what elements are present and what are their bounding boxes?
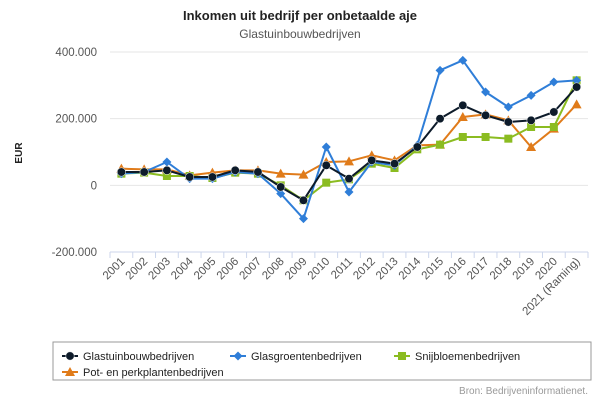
legend-marker [233,351,243,361]
x-tick-label: 2018 [488,256,515,283]
data-point [572,82,582,92]
x-tick-label: 2010 [306,256,333,283]
x-tick-label: 2002 [124,256,151,283]
data-point [458,55,468,65]
x-tick-label: 2012 [351,256,378,283]
data-point [321,160,331,170]
x-tick-label: 2014 [397,255,424,282]
x-tick-label: 2008 [260,256,287,283]
x-tick-label: 2005 [192,256,219,283]
data-point [344,187,354,197]
chart-subtitle: Glastuinbouwbedrijven [239,27,360,41]
data-point [139,167,149,177]
data-point [504,134,513,143]
x-tick-label: 2006 [215,256,242,283]
data-point [207,172,217,182]
x-tick-label: 2009 [283,256,310,283]
data-point [298,169,309,179]
data-point [298,214,308,224]
x-tick-label: 2004 [169,255,196,282]
x-tick-label: 2013 [374,256,401,283]
data-point [412,142,422,152]
x-tick-label: 2019 [511,256,538,283]
data-point [526,115,536,125]
data-point [458,100,468,110]
data-point [116,167,126,177]
x-tick-label: 2007 [237,256,264,283]
legend-label: Glastuinbouwbedrijven [83,351,194,363]
legend-item[interactable]: Snijbloemenbedrijven [394,351,520,363]
data-point [276,182,286,192]
data-point [185,172,195,182]
x-tick-label: 2001 [101,256,128,283]
data-point [458,133,467,141]
legend-label: Pot- en perkplantenbedrijven [83,367,224,379]
data-point [230,165,240,175]
data-point [481,87,491,97]
data-point [526,90,536,100]
data-point [503,117,513,127]
data-point [503,102,513,112]
y-tick-label: 400.000 [55,47,97,59]
legend-box [52,341,592,381]
data-point [435,114,445,124]
data-point [367,155,377,165]
series-circle [116,82,582,205]
y-tick-label: 0 [91,180,97,192]
legend-item[interactable]: Glastuinbouwbedrijven [62,351,194,363]
data-point [275,168,286,178]
legend-label: Glasgroentenbedrijven [251,351,362,363]
series-layer [116,55,582,224]
data-point [253,167,263,177]
data-point [390,159,399,169]
data-point [527,123,536,131]
data-point [162,165,172,175]
data-point [299,195,308,205]
legend-label: Snijbloemenbedrijven [415,351,520,363]
data-point [549,123,558,131]
legend: Glastuinbouwbedrijven Glasgroentenbedrijv… [62,351,520,379]
x-tick-label: 2011 [329,256,355,282]
y-axis-ticks: -200.000 0 200.000 400.000 [52,47,97,259]
legend-marker [65,367,75,376]
credit-text: Bron: Bedrijveninformatienet. [459,386,588,397]
y-tick-label: 200.000 [55,114,97,126]
data-point [321,142,331,152]
data-point [481,133,490,141]
data-point [457,112,468,121]
y-axis-label: EUR [14,142,25,164]
x-tick-label: 2003 [146,256,173,283]
data-point [322,178,331,187]
data-point [276,189,286,199]
data-point [571,99,582,109]
data-point [549,107,559,117]
x-tick-label: 2015 [420,256,447,283]
data-point [481,110,491,120]
x-axis-ticks: 2001200220032004200520062007200820092010… [101,252,589,318]
data-point [162,172,171,180]
x-tick-label: 2017 [465,256,492,283]
data-point [435,65,445,75]
legend-item[interactable]: Pot- en perkplantenbedrijven [62,367,224,379]
data-point [162,157,172,167]
data-point [344,156,354,166]
legend-item[interactable]: Glasgroentenbedrijven [230,351,362,363]
data-point [549,77,559,87]
x-tick-label: 2016 [442,256,469,283]
legend-marker [65,351,75,361]
legend-marker [398,352,406,360]
chart-title: Inkomen uit bedrijf per onbetaalde aje [183,8,417,23]
data-point [526,142,537,151]
data-point [436,140,445,149]
data-point [572,75,582,85]
y-tick-label: -200.000 [52,247,97,259]
data-point [344,174,354,184]
